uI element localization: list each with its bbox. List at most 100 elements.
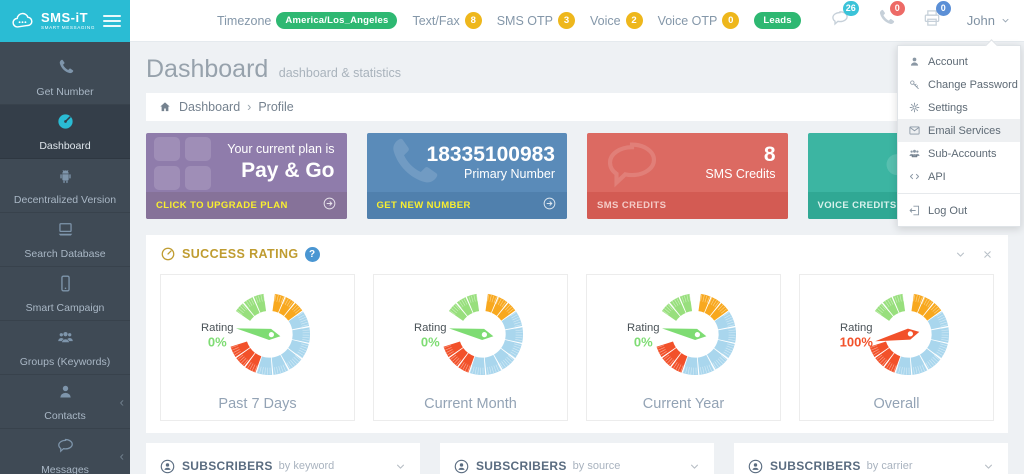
menu-item-sub-accounts[interactable]: Sub-Accounts bbox=[898, 142, 1020, 165]
user-icon bbox=[56, 382, 75, 401]
page-head: Dashboard dashboard & statistics bbox=[130, 42, 1024, 93]
gauge-label: Current Month bbox=[424, 396, 517, 412]
breadcrumb-separator: › bbox=[247, 100, 252, 114]
person-circle-icon bbox=[747, 458, 764, 474]
collapse-panel-icon[interactable] bbox=[954, 248, 967, 261]
menu-toggle-icon[interactable] bbox=[103, 12, 121, 30]
subscribers-panel-by-source: SUBSCRIBERS by source bbox=[440, 443, 714, 474]
user-icon bbox=[908, 55, 921, 68]
stat-badge: 2 bbox=[625, 12, 643, 29]
sidebar-item-dashboard[interactable]: Dashboard bbox=[0, 105, 130, 160]
menu-divider bbox=[898, 193, 1020, 194]
calls-button[interactable]: 0 bbox=[876, 1, 905, 33]
menu-item-account[interactable]: Account bbox=[898, 50, 1020, 73]
subscribers-panel-by-carrier: SUBSCRIBERS by carrier bbox=[734, 443, 1008, 474]
gauge-label: Current Year bbox=[642, 396, 725, 412]
sidebar-item-search-database[interactable]: Search Database bbox=[0, 213, 130, 268]
notification-badge: 0 bbox=[935, 1, 951, 16]
topbar-stat-sms-otp[interactable]: SMS OTP 3 bbox=[497, 12, 575, 29]
sidebar-item-smart-campaign[interactable]: Smart Campaign bbox=[0, 267, 130, 322]
sidebar: Get Number Dashboard Decentralized Version… bbox=[0, 42, 130, 474]
topbar: Timezone America/Los_Angeles Text/Fax 8 SMS … bbox=[130, 0, 1024, 41]
breadcrumb: Dashboard › Profile bbox=[146, 93, 1008, 121]
menu-item-settings[interactable]: Settings bbox=[898, 96, 1020, 119]
menu-item-api[interactable]: API bbox=[898, 165, 1020, 188]
chat-watermark-icon bbox=[601, 133, 663, 195]
fax-button[interactable]: 0 bbox=[922, 1, 951, 33]
card-text: Your current plan is bbox=[227, 142, 335, 157]
sidebar-item-groups-keywords[interactable]: Groups (Keywords) bbox=[0, 321, 130, 376]
phone-icon bbox=[56, 58, 75, 77]
arrow-circle-icon bbox=[322, 196, 337, 216]
primary-number-card[interactable]: 18335100983 Primary Number GET NEW NUMBER bbox=[366, 133, 567, 219]
svg-text:Rating: Rating bbox=[627, 322, 660, 334]
arrow-circle-icon bbox=[542, 196, 557, 216]
stat-badge: 8 bbox=[464, 12, 482, 29]
close-panel-icon[interactable] bbox=[981, 248, 994, 261]
stat-label: Voice OTP bbox=[657, 13, 718, 28]
topbar-stat-text-fax[interactable]: Text/Fax 8 bbox=[412, 12, 482, 29]
code-icon bbox=[908, 170, 921, 183]
menu-item-label: Email Services bbox=[928, 124, 1001, 137]
notification-badge: 0 bbox=[889, 1, 905, 16]
chevron-down-icon[interactable] bbox=[982, 460, 995, 473]
card-footer-label: SMS CREDITS bbox=[597, 200, 667, 211]
sidebar-item-decentralized-version[interactable]: Decentralized Version bbox=[0, 159, 130, 214]
sidebar-item-label: Smart Campaign bbox=[25, 302, 105, 315]
card-footer-link[interactable]: CLICK TO UPGRADE PLAN bbox=[146, 192, 347, 219]
breadcrumb-current: Profile bbox=[258, 100, 294, 114]
sidebar-item-label: Groups (Keywords) bbox=[19, 356, 111, 369]
topbar-stat-leads[interactable]: Leads bbox=[754, 12, 801, 29]
plan-card[interactable]: Your current plan is Pay & Go CLICK TO UPG… bbox=[146, 133, 347, 219]
success-rating-panel: SUCCESS RATING ? Rating 0% Past 7 Days Rati… bbox=[146, 235, 1008, 433]
sms-credits-card[interactable]: 8 SMS Credits SMS CREDITS bbox=[587, 133, 788, 219]
home-icon[interactable] bbox=[158, 100, 172, 114]
summary-cards: Your current plan is Pay & Go CLICK TO UPG… bbox=[146, 133, 1008, 219]
breadcrumb-home[interactable]: Dashboard bbox=[179, 100, 241, 114]
subscribers-subtitle: by carrier bbox=[866, 460, 913, 472]
key-icon bbox=[908, 78, 921, 91]
sidebar-item-get-number[interactable]: Get Number bbox=[0, 51, 130, 106]
card-footer-label: GET NEW NUMBER bbox=[376, 200, 471, 211]
menu-item-email-services[interactable]: Email Services bbox=[898, 119, 1020, 142]
subscribers-subtitle: by source bbox=[572, 460, 621, 472]
sidebar-item-label: Search Database bbox=[24, 248, 106, 261]
envelope-icon bbox=[908, 124, 921, 137]
topbar-stats: Timezone America/Los_Angeles Text/Fax 8 SMS … bbox=[217, 12, 801, 29]
topbar-stat-timezone[interactable]: Timezone America/Los_Angeles bbox=[217, 12, 398, 29]
messages-button[interactable]: 26 bbox=[830, 1, 859, 33]
chat-icon bbox=[56, 436, 75, 455]
chevron-down-icon[interactable] bbox=[688, 460, 701, 473]
stat-badge: 3 bbox=[557, 12, 575, 29]
topbar-icon-buttons: 26 0 0 bbox=[824, 1, 951, 33]
subscribers-title: SUBSCRIBERS bbox=[182, 459, 273, 473]
stat-label: Voice bbox=[589, 13, 621, 28]
topbar-stat-voice-otp[interactable]: Voice OTP 0 bbox=[658, 12, 740, 29]
person-circle-icon bbox=[159, 458, 176, 474]
svg-text:0%: 0% bbox=[633, 334, 652, 349]
user-menu-button[interactable]: John bbox=[967, 13, 1011, 28]
chevron-down-icon[interactable] bbox=[394, 460, 407, 473]
brand-name: SMS-iT bbox=[41, 10, 89, 26]
notification-badge: 26 bbox=[842, 1, 859, 16]
card-footer-link[interactable]: SMS CREDITS bbox=[587, 192, 788, 219]
subscribers-title: SUBSCRIBERS bbox=[476, 459, 567, 473]
success-rating-header: SUCCESS RATING ? bbox=[160, 246, 994, 262]
stat-label: SMS OTP bbox=[496, 13, 553, 28]
subscribers-panels: SUBSCRIBERS by keyword SUBSCRIBERS by sourc… bbox=[146, 443, 1008, 474]
sidebar-item-messages[interactable]: Messages ‹ bbox=[0, 429, 130, 474]
stat-label: Timezone bbox=[216, 13, 272, 28]
user-dropdown-menu: Account Change Password Settings Email Serv… bbox=[897, 45, 1021, 227]
sidebar-item-contacts[interactable]: Contacts ‹ bbox=[0, 375, 130, 430]
card-footer-link[interactable]: GET NEW NUMBER bbox=[366, 192, 567, 219]
main-content: Dashboard dashboard & statistics Dashboa… bbox=[130, 0, 1024, 474]
svg-text:Rating: Rating bbox=[414, 322, 447, 334]
svg-text:100%: 100% bbox=[839, 334, 873, 349]
menu-item-change-password[interactable]: Change Password bbox=[898, 73, 1020, 96]
menu-item-log-out[interactable]: Log Out bbox=[898, 199, 1020, 222]
cloud-logo-icon bbox=[10, 9, 35, 34]
card-text: 18335100983 bbox=[426, 143, 555, 167]
topbar-stat-voice[interactable]: Voice 2 bbox=[590, 12, 643, 29]
help-icon[interactable]: ? bbox=[304, 246, 320, 262]
brand-logo[interactable]: SMS-iT SMART MESSAGING bbox=[0, 0, 130, 42]
